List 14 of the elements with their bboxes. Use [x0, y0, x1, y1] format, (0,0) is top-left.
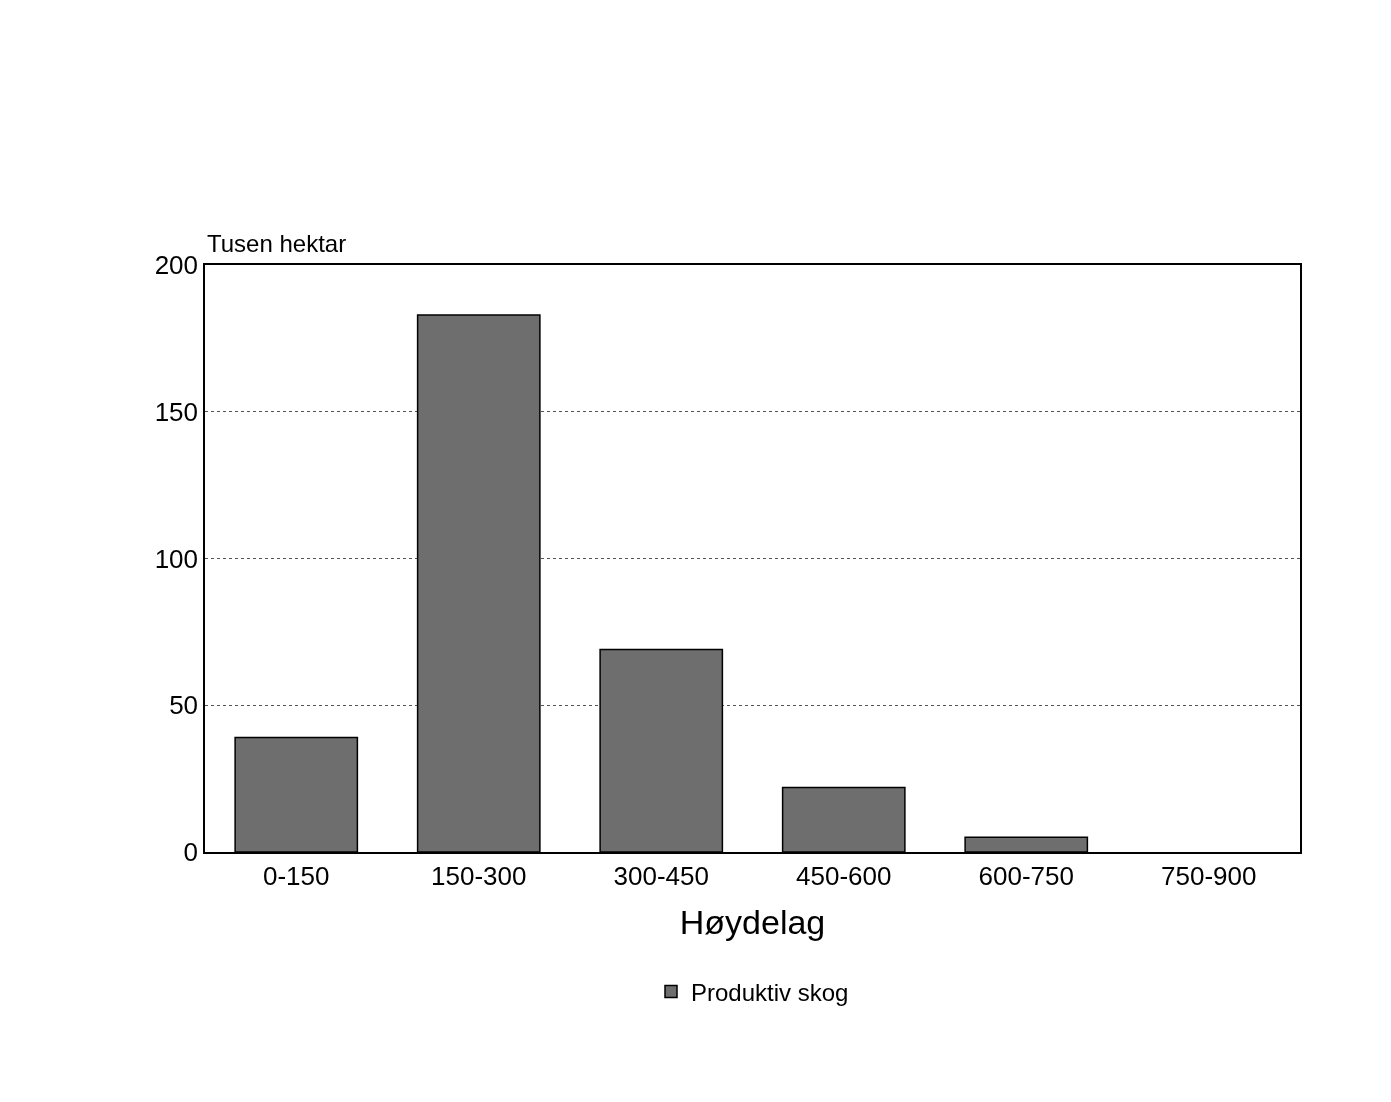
x-tick-label: 300-450 [613, 860, 709, 891]
y-tick-label: 100 [154, 543, 199, 574]
x-axis-title: Høydelag [679, 902, 826, 941]
x-tick-label: 750-900 [1161, 860, 1257, 891]
x-tick-label: 150-300 [431, 860, 527, 891]
x-tick-label: 600-750 [978, 860, 1074, 891]
y-tick-label: 200 [154, 250, 199, 281]
x-tick-label: 0-150 [263, 860, 330, 891]
x-tick-label: 450-600 [796, 860, 892, 891]
y-tick-label: 0 [183, 837, 199, 868]
legend-label: Produktiv skog [691, 978, 849, 1006]
y-tick-label: 50 [169, 690, 199, 721]
y-tick-label: 150 [154, 396, 199, 427]
y-axis-title: Tusen hektar [207, 230, 347, 257]
